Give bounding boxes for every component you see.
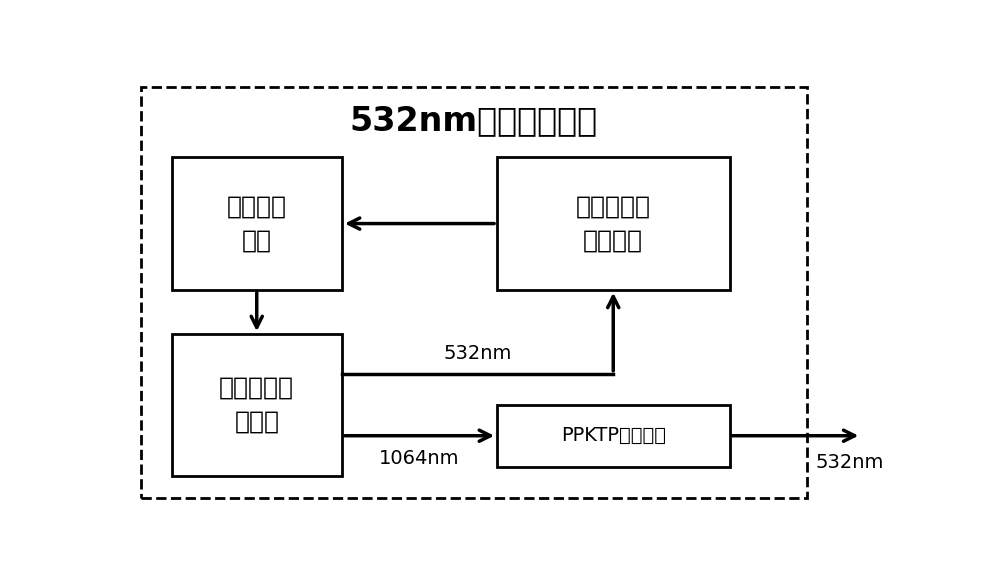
Text: 532nm: 532nm bbox=[443, 344, 512, 363]
Bar bbox=[172, 334, 342, 475]
Text: 伺服控制
装置: 伺服控制 装置 bbox=[227, 195, 287, 253]
Text: 碚饱和吸收
稳频装置: 碚饱和吸收 稳频装置 bbox=[576, 195, 651, 253]
Text: 单块双波长
激光器: 单块双波长 激光器 bbox=[219, 376, 294, 433]
Bar bbox=[497, 157, 730, 290]
Bar bbox=[140, 87, 807, 498]
Text: PPKTP倍频晶体: PPKTP倍频晶体 bbox=[561, 426, 666, 445]
Text: 532nm: 532nm bbox=[815, 453, 884, 472]
Bar bbox=[497, 405, 730, 467]
Text: 532nm激光波长标准: 532nm激光波长标准 bbox=[350, 104, 598, 137]
Bar bbox=[172, 157, 342, 290]
Text: 1064nm: 1064nm bbox=[379, 449, 460, 468]
